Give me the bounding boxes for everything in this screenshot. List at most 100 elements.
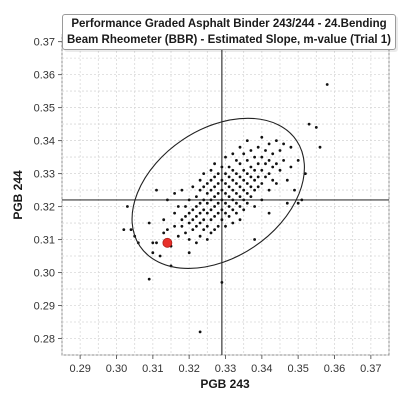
x-tick-label: 0.37 bbox=[360, 363, 381, 375]
data-point bbox=[187, 211, 191, 215]
data-point bbox=[260, 155, 264, 159]
data-point bbox=[209, 198, 213, 202]
data-point bbox=[187, 238, 191, 241]
data-point bbox=[224, 211, 227, 215]
data-point bbox=[198, 234, 202, 238]
data-point bbox=[296, 159, 300, 162]
data-point bbox=[249, 185, 253, 189]
data-point bbox=[238, 218, 242, 222]
data-point bbox=[155, 241, 158, 245]
data-point bbox=[256, 175, 260, 179]
data-point bbox=[245, 139, 249, 143]
data-point bbox=[238, 205, 242, 208]
data-point bbox=[242, 178, 246, 182]
data-point bbox=[238, 145, 242, 149]
data-point bbox=[176, 234, 180, 238]
data-point bbox=[209, 178, 213, 182]
data-point bbox=[205, 201, 209, 205]
data-point bbox=[191, 228, 195, 232]
data-point bbox=[151, 241, 155, 245]
data-point bbox=[216, 211, 220, 215]
data-point bbox=[209, 208, 213, 212]
data-point bbox=[231, 152, 235, 156]
data-point bbox=[216, 192, 220, 195]
data-point bbox=[235, 159, 238, 162]
y-tick-label: 0.35 bbox=[34, 103, 55, 115]
data-point bbox=[256, 145, 260, 149]
data-point bbox=[227, 185, 231, 189]
data-point bbox=[231, 221, 235, 225]
data-point bbox=[216, 201, 220, 205]
data-point bbox=[242, 208, 246, 212]
data-point bbox=[242, 198, 246, 202]
data-point bbox=[267, 142, 271, 146]
data-point bbox=[173, 192, 177, 195]
data-point bbox=[235, 211, 238, 215]
data-point bbox=[213, 215, 217, 218]
data-point bbox=[220, 165, 224, 169]
data-point bbox=[220, 188, 224, 192]
y-tick-label: 0.32 bbox=[34, 202, 55, 214]
data-point bbox=[220, 178, 224, 182]
data-point bbox=[278, 168, 282, 172]
x-tick-label: 0.35 bbox=[287, 363, 308, 375]
data-point bbox=[213, 175, 217, 179]
data-point bbox=[253, 168, 256, 172]
data-point bbox=[289, 145, 293, 149]
data-point bbox=[191, 218, 195, 222]
data-point bbox=[231, 208, 235, 212]
data-point bbox=[202, 185, 206, 189]
data-point bbox=[202, 218, 206, 222]
data-point bbox=[173, 224, 177, 228]
data-point bbox=[162, 231, 166, 235]
x-tick-label: 0.32 bbox=[178, 363, 199, 375]
data-point bbox=[275, 182, 278, 185]
data-point bbox=[231, 188, 235, 192]
data-point bbox=[191, 185, 195, 189]
data-point bbox=[184, 205, 187, 208]
data-point bbox=[245, 172, 249, 176]
data-point bbox=[213, 195, 217, 199]
data-point bbox=[285, 178, 289, 182]
data-point bbox=[224, 224, 227, 228]
data-point bbox=[242, 152, 246, 156]
data-points bbox=[122, 83, 329, 334]
x-axis-label: PGB 243 bbox=[200, 377, 250, 391]
data-point bbox=[187, 198, 191, 202]
data-point bbox=[256, 162, 260, 166]
data-point bbox=[213, 185, 217, 189]
data-point bbox=[151, 251, 155, 255]
highlight-layer bbox=[162, 237, 173, 248]
data-point bbox=[260, 168, 264, 172]
data-point bbox=[235, 192, 238, 195]
data-point bbox=[220, 208, 224, 212]
data-point bbox=[180, 188, 184, 192]
y-tick-label: 0.34 bbox=[34, 136, 55, 148]
data-point bbox=[267, 159, 271, 162]
y-tick-label: 0.31 bbox=[34, 235, 55, 247]
data-point bbox=[285, 201, 289, 205]
data-point bbox=[256, 185, 260, 189]
y-tick-label: 0.28 bbox=[34, 334, 55, 346]
data-point bbox=[180, 218, 184, 222]
data-point bbox=[238, 162, 242, 166]
chart-title: Performance Graded Asphalt Binder 243/24… bbox=[67, 18, 391, 46]
data-point bbox=[195, 195, 198, 199]
data-point bbox=[271, 165, 275, 169]
data-point bbox=[245, 192, 249, 195]
data-point bbox=[202, 198, 206, 202]
data-point bbox=[205, 224, 209, 228]
data-point bbox=[253, 155, 256, 159]
data-point bbox=[231, 168, 235, 172]
y-tick-label: 0.37 bbox=[34, 37, 55, 49]
data-point bbox=[166, 198, 169, 202]
data-point bbox=[187, 251, 191, 255]
y-axis-label: PGB 244 bbox=[11, 170, 25, 220]
data-point bbox=[249, 195, 253, 199]
data-point bbox=[209, 168, 213, 172]
data-point bbox=[245, 182, 249, 185]
data-point bbox=[235, 172, 238, 176]
data-point bbox=[253, 205, 256, 208]
data-point bbox=[314, 126, 318, 129]
